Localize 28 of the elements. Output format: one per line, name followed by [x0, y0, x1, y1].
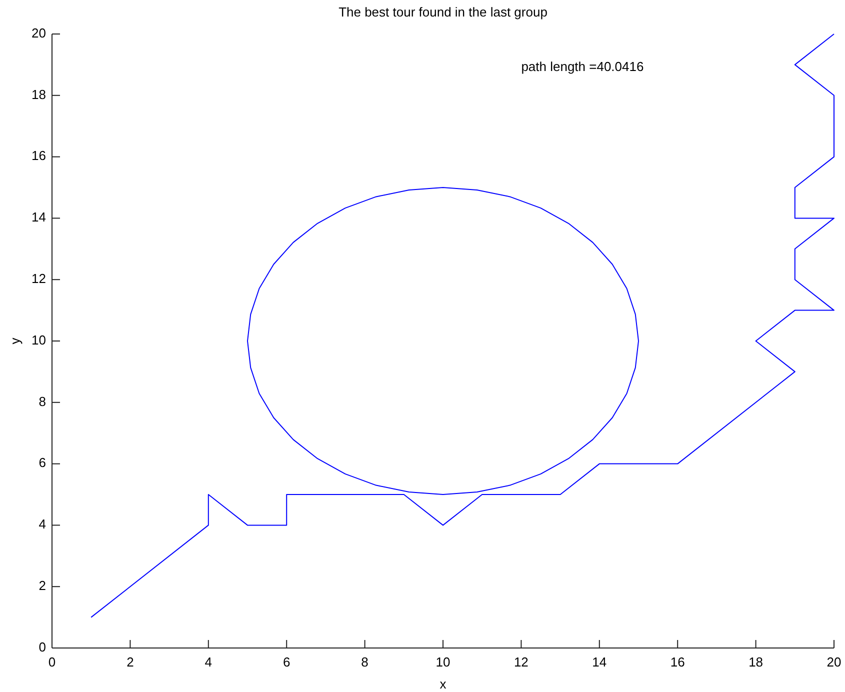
y-tick-label: 18 — [32, 86, 46, 102]
x-tick-label: 6 — [282, 654, 290, 670]
line-series — [90, 34, 834, 618]
x-tick-label: 4 — [204, 654, 212, 670]
x-tick-label: 14 — [592, 654, 607, 670]
y-tick-label: 2 — [38, 578, 46, 594]
x-axis-title: x — [440, 676, 447, 692]
y-tick-label: 10 — [32, 332, 46, 348]
y-tick-label: 4 — [38, 516, 46, 532]
y-tick-label: 6 — [38, 455, 46, 470]
x-tick-label: 12 — [514, 654, 528, 670]
x-tick-label: 18 — [748, 654, 764, 670]
line-series — [247, 187, 639, 495]
x-tick-label: 10 — [436, 654, 450, 670]
y-axis-title: y — [7, 337, 22, 344]
y-tick-label: 14 — [32, 210, 46, 225]
x-tick-label: 16 — [670, 654, 685, 670]
x-tick-label: 8 — [361, 654, 368, 670]
chart-title: The best tour found in the last group — [338, 4, 548, 20]
y-tick-label: 8 — [38, 394, 46, 409]
y-tick-label: 12 — [32, 271, 46, 286]
y-tick-label: 0 — [38, 639, 46, 654]
annotation: path length =40.0416 — [521, 59, 644, 74]
y-tick-label: 16 — [32, 148, 46, 164]
x-tick-label: 2 — [126, 654, 134, 670]
y-tick-label: 20 — [32, 25, 46, 40]
x-tick-label: 0 — [48, 654, 56, 670]
x-tick-label: 20 — [826, 654, 842, 670]
